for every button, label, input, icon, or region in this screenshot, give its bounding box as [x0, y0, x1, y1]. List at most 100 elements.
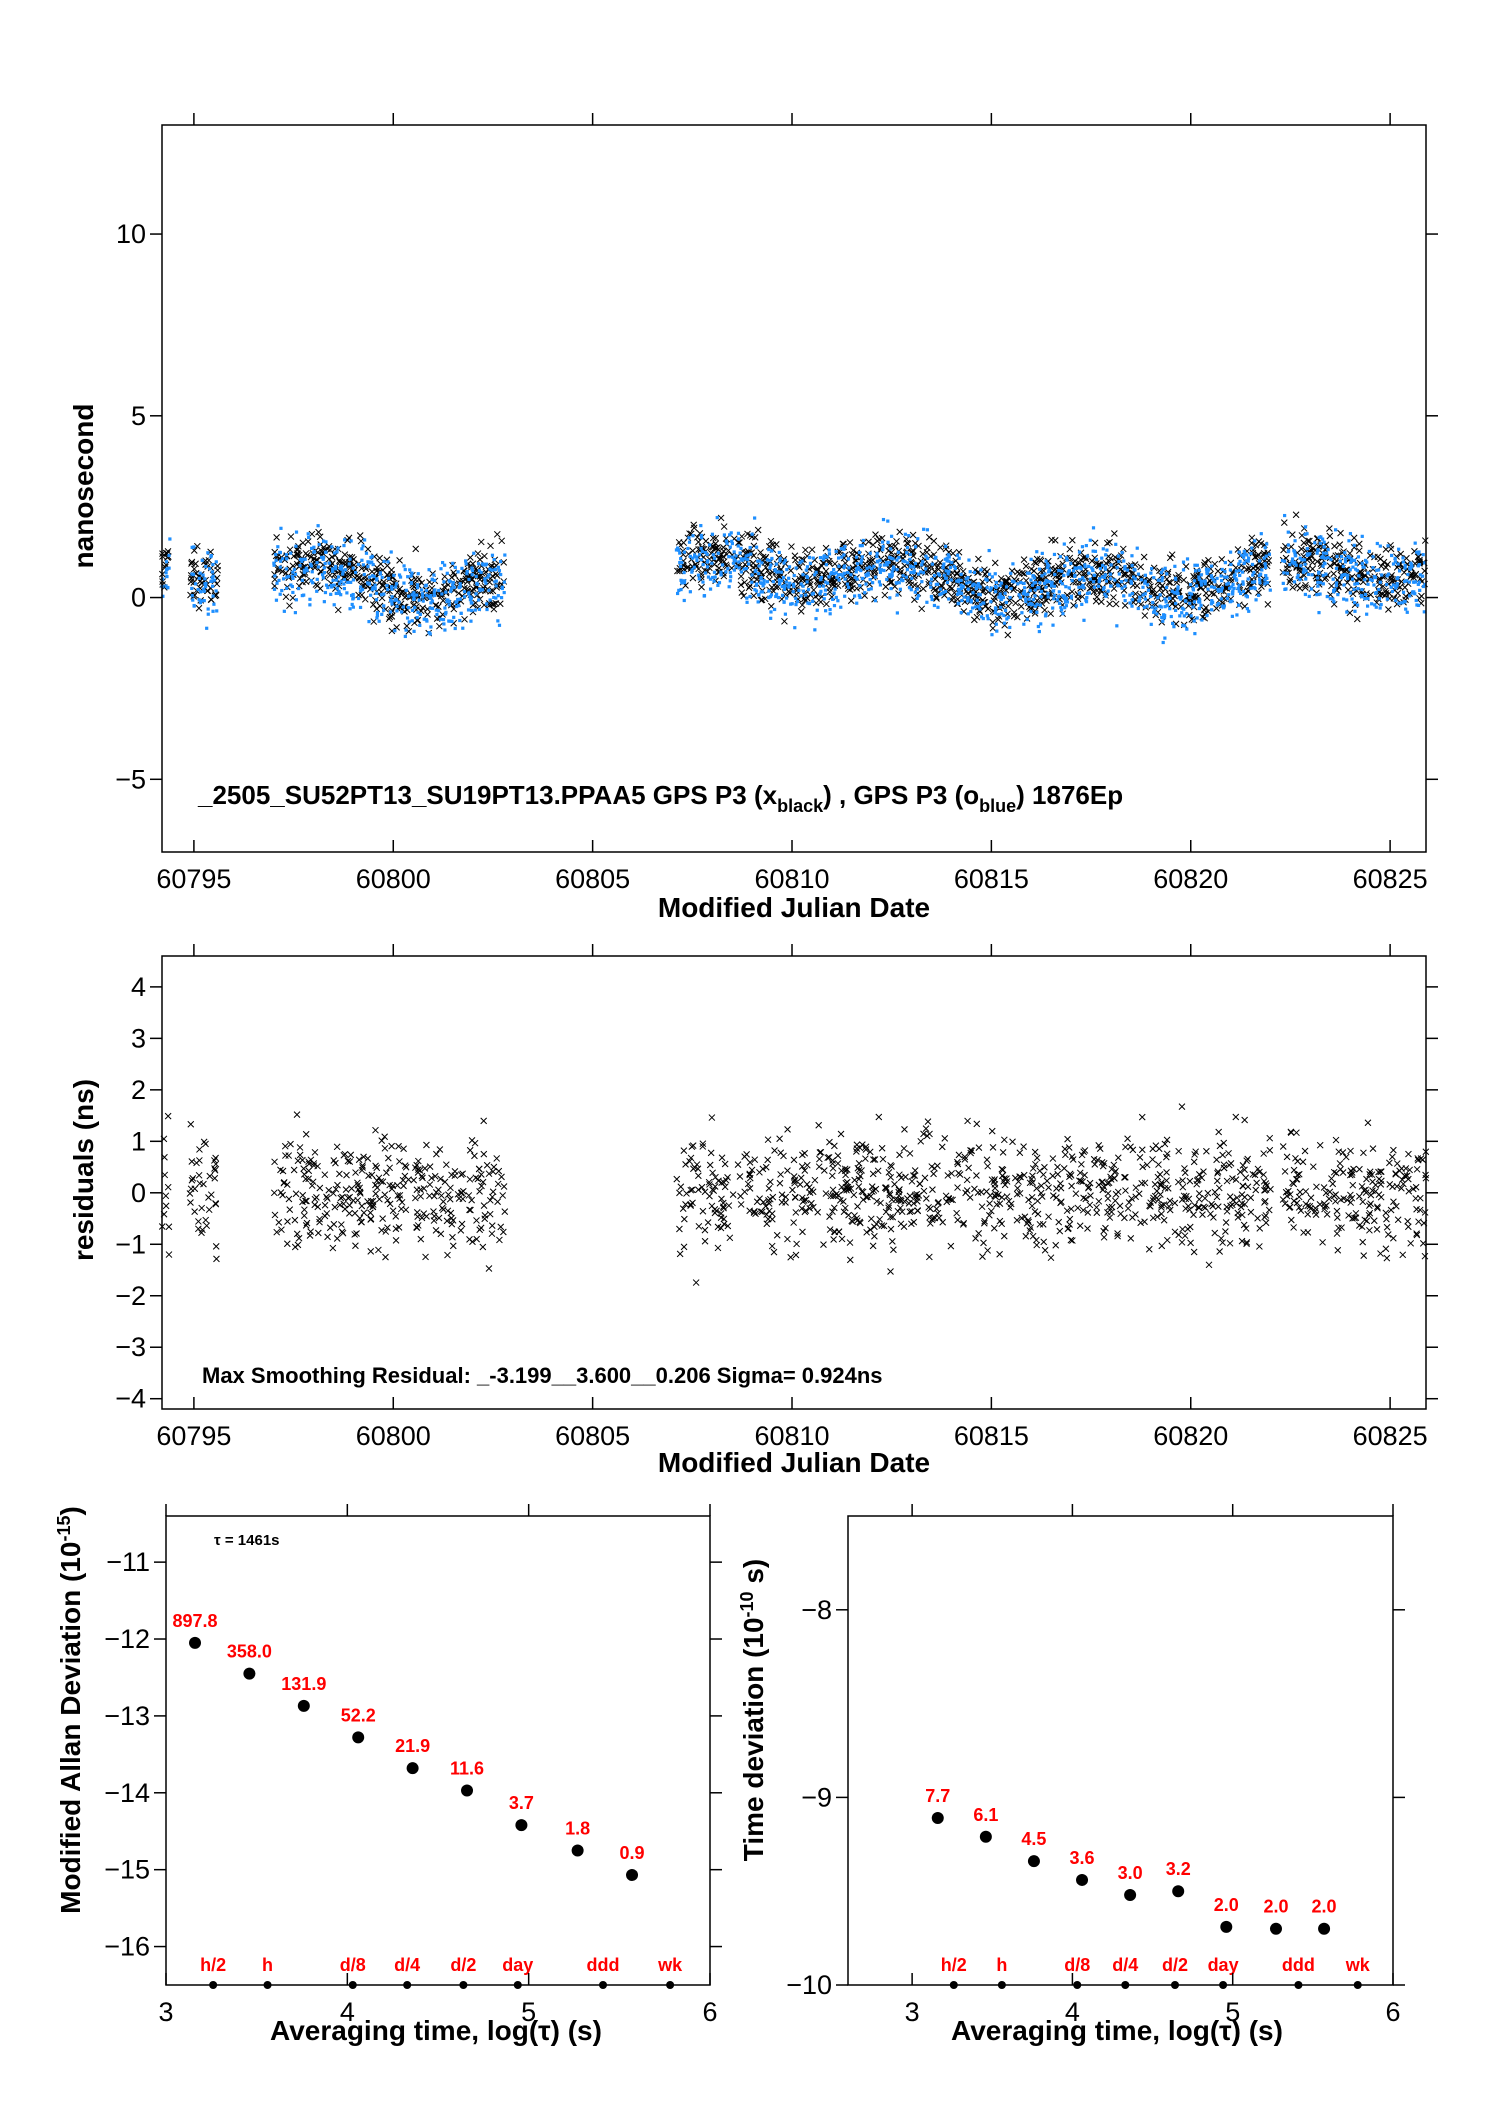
phase-point-blue — [989, 600, 993, 604]
residual-point — [1137, 1219, 1144, 1227]
residual-point — [828, 1172, 836, 1180]
phase-point-blue — [1161, 568, 1165, 572]
residual-point — [1158, 1242, 1166, 1250]
phase-point-blue — [1044, 559, 1048, 563]
residual-point — [701, 1188, 709, 1196]
phase-point-blue — [1215, 576, 1219, 580]
residual-point — [1129, 1214, 1136, 1221]
residual-point — [948, 1170, 955, 1177]
phase-point-blue — [889, 534, 894, 538]
phase-point-blue — [276, 545, 280, 549]
phase-point-blue — [1403, 600, 1407, 604]
residual-point — [1362, 1186, 1370, 1194]
phase-point-blue — [933, 556, 937, 560]
phase-point-black — [808, 564, 816, 571]
phase-point-blue — [323, 590, 328, 595]
phase-point-black — [436, 622, 443, 630]
phase-point-blue — [1141, 593, 1145, 597]
phase-point-black — [882, 583, 890, 591]
phase-point-black — [1068, 588, 1076, 596]
residual-point — [294, 1157, 302, 1165]
phase-point-blue — [409, 581, 414, 586]
phase-point-blue — [801, 573, 805, 577]
residual-point — [1220, 1161, 1228, 1169]
phase-point-blue — [1287, 549, 1291, 553]
phase-point-blue — [1066, 572, 1070, 576]
phase-point-blue — [1168, 607, 1172, 611]
residual-point — [686, 1157, 693, 1165]
residual-point — [1171, 1228, 1179, 1236]
phase-point-blue — [1356, 587, 1360, 591]
phase-point-blue — [890, 573, 894, 577]
phase-point-blue — [913, 590, 917, 594]
phase-point-blue — [334, 591, 338, 596]
phase-point-blue — [700, 536, 704, 540]
phase-point-blue — [427, 568, 431, 572]
phase-point-blue — [315, 577, 319, 581]
residual-point — [1369, 1178, 1376, 1186]
phase-point-blue — [1286, 530, 1290, 534]
phase-point-blue — [462, 595, 467, 599]
phase-point-black — [369, 601, 377, 609]
phase-point-blue — [164, 571, 168, 575]
residual-point — [699, 1207, 707, 1215]
phase-point-blue — [1401, 556, 1405, 560]
phase-point-blue — [1411, 590, 1415, 594]
phase-point-blue — [1188, 601, 1192, 605]
phase-point-black — [797, 607, 805, 615]
phase-point-blue — [797, 588, 801, 592]
phase-point-blue — [1033, 604, 1038, 608]
residual-point — [1139, 1163, 1147, 1171]
residual-point — [1242, 1225, 1250, 1232]
phase-point-blue — [839, 605, 843, 609]
residual-point — [806, 1189, 814, 1196]
residual-point — [682, 1161, 689, 1168]
residual-point — [1031, 1148, 1039, 1156]
residual-point — [763, 1220, 771, 1228]
phase-point-blue — [1037, 629, 1041, 634]
phase-point-blue — [1298, 556, 1302, 560]
phase-point-black — [1167, 579, 1174, 587]
residual-point — [473, 1217, 480, 1224]
phase-point-blue — [1064, 604, 1068, 608]
residual-point — [1290, 1224, 1297, 1231]
phase-point-black — [964, 590, 972, 597]
phase-point-blue — [214, 560, 218, 564]
phase-point-blue — [1044, 585, 1048, 589]
phase-point-blue — [450, 587, 454, 591]
phase-point-blue — [787, 583, 791, 588]
residual-point — [879, 1155, 887, 1163]
phase-point-blue — [1159, 605, 1163, 609]
residual-point — [354, 1179, 361, 1187]
phase-point-black — [1013, 613, 1021, 621]
residual-point — [1295, 1193, 1303, 1201]
residual-point — [1309, 1163, 1317, 1171]
phase-point-blue — [371, 586, 375, 590]
residual-point — [465, 1192, 473, 1199]
residual-point — [305, 1175, 312, 1183]
phase-point-blue — [1335, 554, 1339, 559]
phase-point-blue — [1030, 603, 1034, 607]
residual-point — [444, 1251, 451, 1259]
phase-point-blue — [1046, 591, 1050, 595]
phase-point-blue — [719, 573, 723, 577]
residual-point — [858, 1188, 866, 1195]
phase-point-blue — [1293, 560, 1297, 565]
residual-point — [1360, 1252, 1368, 1259]
phase-point-blue — [813, 628, 817, 632]
phase-point-blue — [747, 562, 751, 566]
residual-point — [771, 1147, 778, 1154]
residual-point — [273, 1228, 281, 1236]
phase-point-blue — [1246, 559, 1250, 563]
phase-point-blue — [776, 595, 781, 600]
phase-point-blue — [1360, 561, 1364, 565]
phase-point-blue — [302, 593, 306, 597]
phase-point-blue — [420, 592, 425, 596]
phase-point-blue — [279, 526, 283, 530]
phase-point-blue — [404, 628, 408, 632]
residual-point — [472, 1174, 480, 1182]
phase-point-blue — [310, 570, 314, 574]
phase-point-blue — [887, 560, 891, 565]
phase-point-blue — [1191, 586, 1195, 591]
phase-point-blue — [293, 572, 298, 576]
